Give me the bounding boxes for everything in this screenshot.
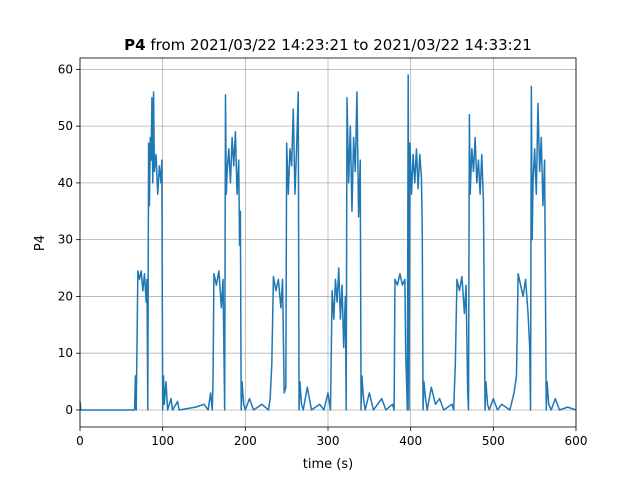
y-tick-label: 30 (58, 233, 73, 247)
y-tick-label: 60 (58, 62, 73, 76)
x-tick-label: 100 (151, 434, 174, 448)
y-tick-label: 0 (65, 403, 73, 417)
data-line (79, 74, 577, 411)
chart-title: P4 from 2021/03/22 14:23:21 to 2021/03/2… (124, 36, 532, 54)
x-tick-label: 0 (76, 434, 84, 448)
x-axis-label: time (s) (303, 457, 353, 472)
x-tick-label: 400 (399, 434, 422, 448)
y-tick-label: 20 (58, 289, 73, 303)
title-bold: P4 (124, 36, 145, 54)
x-tick-label: 200 (234, 434, 257, 448)
x-tick-label: 300 (317, 434, 340, 448)
plot-frame (79, 57, 577, 428)
y-tick-label: 40 (58, 176, 73, 190)
x-tick-label: 500 (482, 434, 505, 448)
y-tick-label: 10 (58, 346, 73, 360)
title-rest: from 2021/03/22 14:23:21 to 2021/03/22 1… (150, 36, 531, 54)
y-tick-label: 50 (58, 119, 73, 133)
x-tick-label: 600 (565, 434, 588, 448)
y-axis-label: P4 (33, 235, 48, 251)
